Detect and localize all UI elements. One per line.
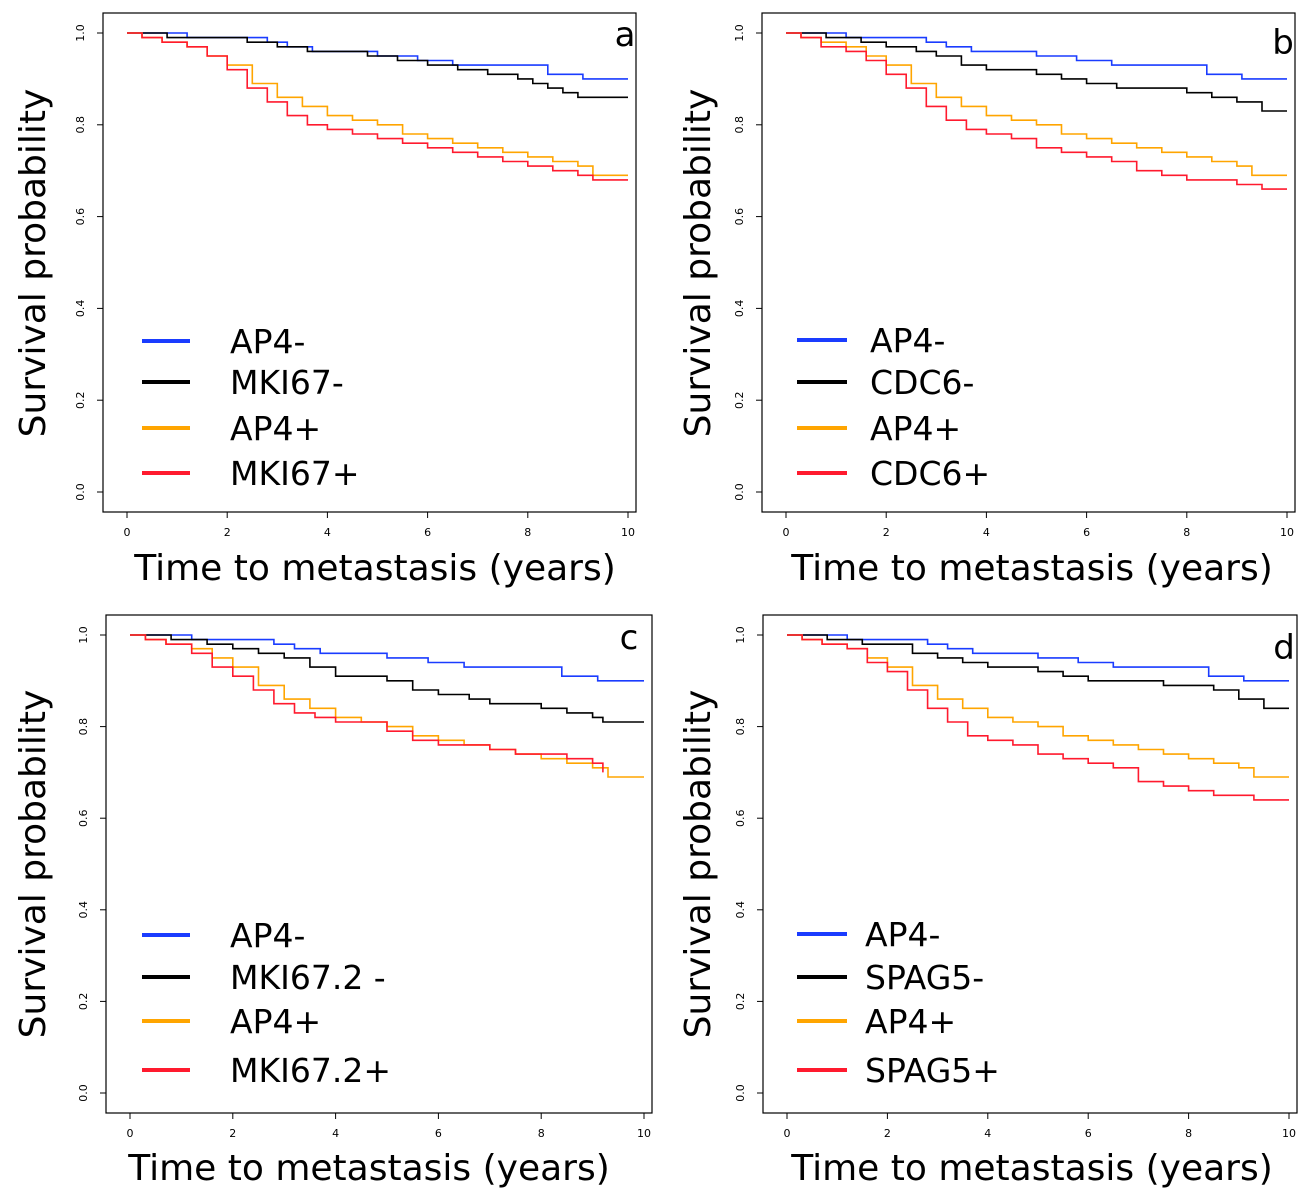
- legend-label: AP4-: [230, 322, 305, 361]
- legend-label: AP4+: [230, 409, 321, 448]
- panel-d: 0.0 0.2 0.4 0.6 0.8 1.0 0 2 4 6 8 10 AP4- SPAG5- AP4+ S…: [678, 614, 1298, 1188]
- x-tick-label: 0: [124, 526, 131, 539]
- y-tick-label: 0.0: [733, 483, 746, 501]
- x-tick-label: 2: [883, 526, 890, 539]
- y-tick-label: 0.8: [733, 116, 746, 134]
- y-tick-label: 0.4: [77, 901, 90, 919]
- x-tick-label: 2: [884, 1127, 891, 1140]
- series-line-mki672: [130, 634, 644, 723]
- y-tick-label: 0.8: [74, 116, 87, 134]
- panel-letter: c: [620, 618, 639, 658]
- y-tick-label: 0.6: [734, 809, 747, 827]
- y-tick-label: 1.0: [74, 24, 87, 42]
- legend-label: MKI67+: [230, 454, 360, 493]
- y-axis-title: Survival probability: [678, 89, 719, 438]
- series-line-ap4: [786, 32, 1287, 80]
- x-tick-label: 10: [1280, 526, 1294, 539]
- y-tick-label: 0.4: [733, 300, 746, 318]
- x-tick-label: 8: [538, 1127, 545, 1140]
- plot-frame: [102, 12, 637, 513]
- x-tick-label: 0: [127, 1127, 134, 1140]
- x-tick-label: 6: [435, 1127, 442, 1140]
- legend-label: MKI67.2+: [230, 1051, 391, 1090]
- x-axis-title: Time to metastasis (years): [790, 1148, 1273, 1188]
- legend-label: AP4+: [870, 409, 961, 448]
- legend-label: AP4-: [870, 321, 945, 360]
- y-axis-title: Survival probability: [678, 690, 719, 1039]
- panel-a: 0.0 0.2 0.4 0.6 0.8 1.0 0 2 4 6 8 10 AP4-MKI67- AP4+ M…: [13, 12, 637, 589]
- x-tick-label: 10: [1282, 1127, 1296, 1140]
- legend-label: CDC6+: [870, 454, 990, 493]
- x-tick-label: 4: [332, 1127, 339, 1140]
- y-tick-label: 0.6: [74, 208, 87, 226]
- y-tick-label: 0.8: [734, 718, 747, 736]
- x-tick-label: 8: [524, 526, 531, 539]
- legend-label: AP4+: [865, 1002, 956, 1041]
- x-tick-label: 8: [1185, 1127, 1192, 1140]
- y-tick-label: 0.8: [77, 718, 90, 736]
- x-tick-label: 8: [1183, 526, 1190, 539]
- y-tick-label: 0.6: [77, 809, 90, 827]
- series-line-ap4: [786, 32, 1287, 177]
- plot-frame: [762, 614, 1298, 1114]
- legend-label: AP4+: [230, 1002, 321, 1041]
- legend-label: MKI67.2 -: [230, 958, 386, 997]
- y-tick-label: 0.2: [733, 391, 746, 409]
- legend-label: CDC6-: [870, 363, 974, 402]
- x-tick-label: 2: [224, 526, 231, 539]
- legend-label: SPAG5+: [865, 1051, 1000, 1090]
- legend-label: SPAG5-: [865, 958, 984, 997]
- panel-c: 0.0 0.2 0.4 0.6 0.8 1.0 0 2 4 6 8 10 AP4-MKI67.2 - AP…: [13, 614, 653, 1188]
- y-tick-label: 0.0: [77, 1084, 90, 1102]
- series-line-ap4: [787, 634, 1289, 682]
- series-line-cdc6: [786, 32, 1287, 112]
- x-axis-title: Time to metastasis (years): [127, 1148, 610, 1188]
- panel-letter: a: [615, 15, 636, 55]
- series-line-mki67: [127, 32, 628, 181]
- plot-frame: [105, 614, 653, 1114]
- series-line-mki672: [130, 634, 604, 773]
- legend-label: MKI67-: [230, 363, 344, 402]
- legend-label: AP4-: [865, 915, 940, 954]
- x-tick-label: 6: [1083, 526, 1090, 539]
- y-tick-label: 0.4: [74, 300, 87, 318]
- x-tick-label: 6: [1085, 1127, 1092, 1140]
- panel-letter: b: [1272, 23, 1294, 63]
- x-tick-label: 10: [621, 526, 635, 539]
- y-tick-label: 1.0: [734, 626, 747, 644]
- x-tick-label: 6: [424, 526, 431, 539]
- series-line-spag5: [787, 634, 1289, 801]
- y-axis-title: Survival probability: [13, 89, 54, 438]
- x-tick-label: 4: [324, 526, 331, 539]
- y-tick-label: 0.6: [733, 208, 746, 226]
- y-axis-title: Survival probability: [13, 690, 54, 1039]
- series-line-mki67: [127, 32, 628, 99]
- x-tick-label: 10: [637, 1127, 651, 1140]
- y-tick-label: 0.2: [77, 993, 90, 1011]
- panel-b: 0.0 0.2 0.4 0.6 0.8 1.0 0 2 4 6 8 10 AP4-CDC6- AP4+ CD…: [678, 12, 1296, 589]
- series-line-spag5: [787, 634, 1289, 710]
- y-tick-label: 0.0: [734, 1084, 747, 1102]
- plot-frame: [761, 12, 1296, 513]
- series-line-ap4: [130, 634, 644, 682]
- y-tick-label: 0.4: [734, 901, 747, 919]
- x-tick-label: 0: [784, 1127, 791, 1140]
- x-tick-label: 4: [983, 526, 990, 539]
- legend-label: AP4-: [230, 916, 305, 955]
- x-axis-title: Time to metastasis (years): [133, 548, 616, 589]
- y-tick-label: 0.2: [74, 391, 87, 409]
- x-tick-label: 2: [229, 1127, 236, 1140]
- y-tick-label: 0.2: [734, 993, 747, 1011]
- y-tick-label: 0.0: [74, 483, 87, 501]
- x-tick-label: 4: [984, 1127, 991, 1140]
- y-tick-label: 1.0: [733, 24, 746, 42]
- panel-letter: d: [1273, 628, 1295, 668]
- x-axis-title: Time to metastasis (years): [790, 548, 1273, 589]
- y-tick-label: 1.0: [77, 626, 90, 644]
- series-line-cdc6: [786, 32, 1287, 190]
- x-tick-label: 0: [783, 526, 790, 539]
